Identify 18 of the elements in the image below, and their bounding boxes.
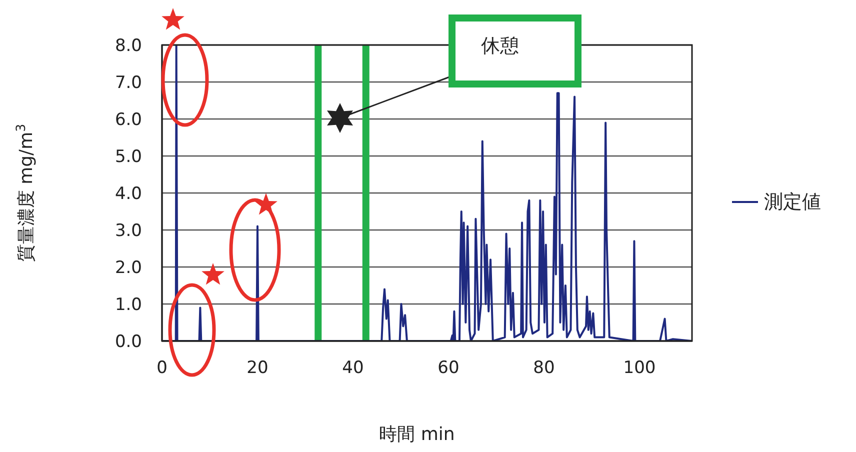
x-tick-label: 100 [623,358,656,378]
legend-label: 測定値 [764,190,821,215]
y-tick-label: 5.0 [114,147,142,168]
x-axis-title: 時間 min [379,424,455,445]
y-tick-label: 3.0 [114,221,142,242]
y-tick-label: 2.0 [114,258,142,278]
annotation: 休憩 [481,35,519,57]
y-tick-label: 1.0 [114,295,142,316]
x-tick-label: 80 [533,358,555,378]
x-tick-label: 20 [246,358,268,378]
y-tick-label: 4.0 [114,184,142,204]
y-tick-label: 6.0 [114,110,142,130]
x-tick-label: 0 [156,358,168,378]
x-tick-label: 60 [438,358,460,378]
y-tick-label: 8.0 [114,36,142,56]
y-tick-label: 0.0 [114,332,142,352]
y-tick-label: 7.0 [114,73,142,94]
x-tick-label: 40 [342,358,364,378]
